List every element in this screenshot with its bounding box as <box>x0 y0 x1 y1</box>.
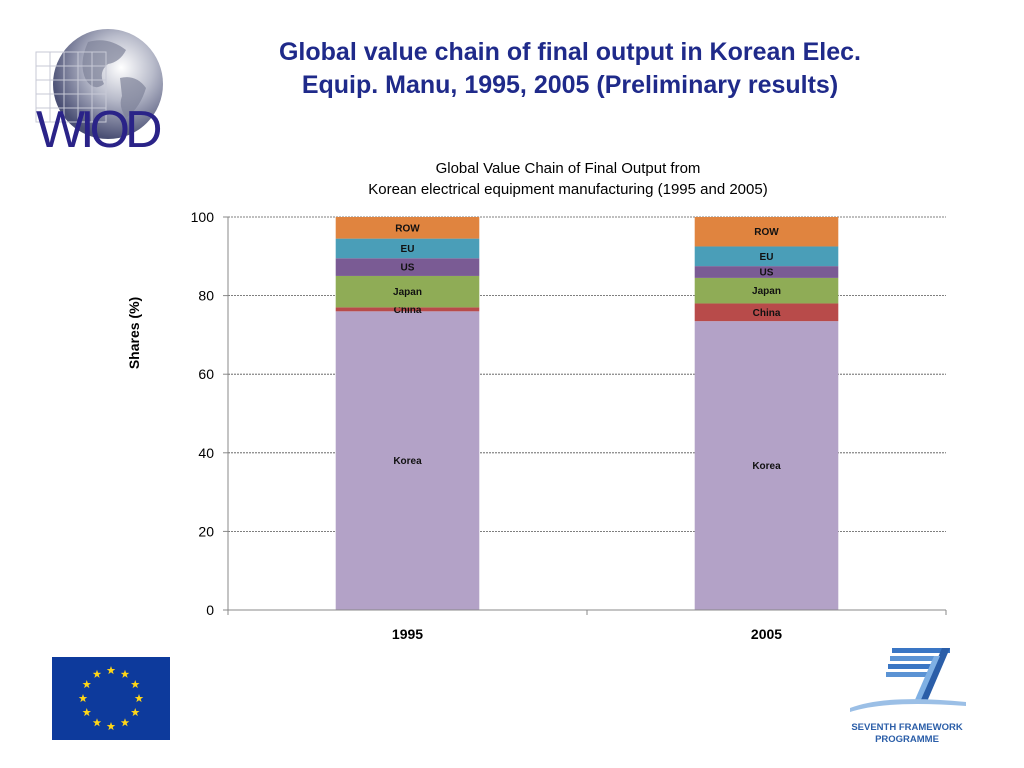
eu-star-icon <box>120 669 130 678</box>
bar-segment-row <box>335 217 480 239</box>
segment-label: Korea <box>752 461 781 472</box>
bar-segment-japan <box>335 275 480 308</box>
x-tick-label: 1995 <box>392 626 423 642</box>
segment-label: China <box>753 308 781 319</box>
eu-star-icon <box>134 694 144 703</box>
bar-segment-eu <box>335 238 480 259</box>
wiod-logo-text: WIOD <box>36 101 163 159</box>
bar-segment-us <box>694 266 839 278</box>
chart-title-line2: Korean electrical equipment manufacturin… <box>368 181 767 198</box>
eu-star-icon <box>82 708 92 717</box>
eu-star-icon <box>92 669 102 678</box>
slide-title-line1: Global value chain of final output in Ko… <box>278 38 862 66</box>
bar-segment-row <box>694 217 839 247</box>
y-tick-label: 40 <box>198 445 214 461</box>
y-tick-label: 20 <box>198 523 214 539</box>
segment-label: US <box>760 268 774 279</box>
eu-star-icon <box>106 666 116 675</box>
y-axis-label: Shares (%) <box>126 297 142 369</box>
slide-title-line2: Equip. Manu, 1995, 2005 (Preliminary res… <box>301 71 839 99</box>
eu-star-icon <box>120 718 130 727</box>
wiod-globe-logo <box>35 29 163 139</box>
bar-segment-us <box>335 258 480 276</box>
eu-star-icon <box>130 708 140 717</box>
segment-label: EU <box>401 244 415 255</box>
segment-label: ROW <box>754 227 779 238</box>
y-tick-label: 0 <box>206 602 214 618</box>
eu-star-icon <box>78 694 88 703</box>
chart-title-line1: Global Value Chain of Final Output from <box>436 160 701 177</box>
segment-label: Japan <box>752 286 781 297</box>
eu-star-icon <box>82 680 92 689</box>
x-tick-label: 2005 <box>751 626 782 642</box>
bar-segment-eu <box>694 246 839 267</box>
y-tick-label: 60 <box>198 366 214 382</box>
bar-segment-china <box>335 307 480 312</box>
y-tick-label: 80 <box>198 288 214 304</box>
fp7-text-line2: PROGRAMME <box>875 734 939 745</box>
slide-title: Global value chain of final output in Ko… <box>200 36 940 102</box>
segment-label: China <box>394 305 422 316</box>
bar-segment-japan <box>694 277 839 304</box>
fp7-text-line1: SEVENTH FRAMEWORK <box>851 722 963 733</box>
eu-star-icon <box>92 718 102 727</box>
y-tick-label: 100 <box>191 209 215 225</box>
bar-segment-china <box>694 303 839 322</box>
eu-flag-logo <box>52 657 170 740</box>
segment-label: US <box>401 263 415 274</box>
fp7-logo <box>850 648 966 712</box>
segment-label: Japan <box>393 287 422 298</box>
eu-star-icon <box>106 722 116 731</box>
segment-label: Korea <box>393 456 422 467</box>
segment-label: EU <box>760 252 774 263</box>
bar-segment-korea <box>694 321 839 610</box>
segment-label: ROW <box>395 223 420 234</box>
bar-segment-korea <box>335 311 480 610</box>
eu-star-icon <box>130 680 140 689</box>
